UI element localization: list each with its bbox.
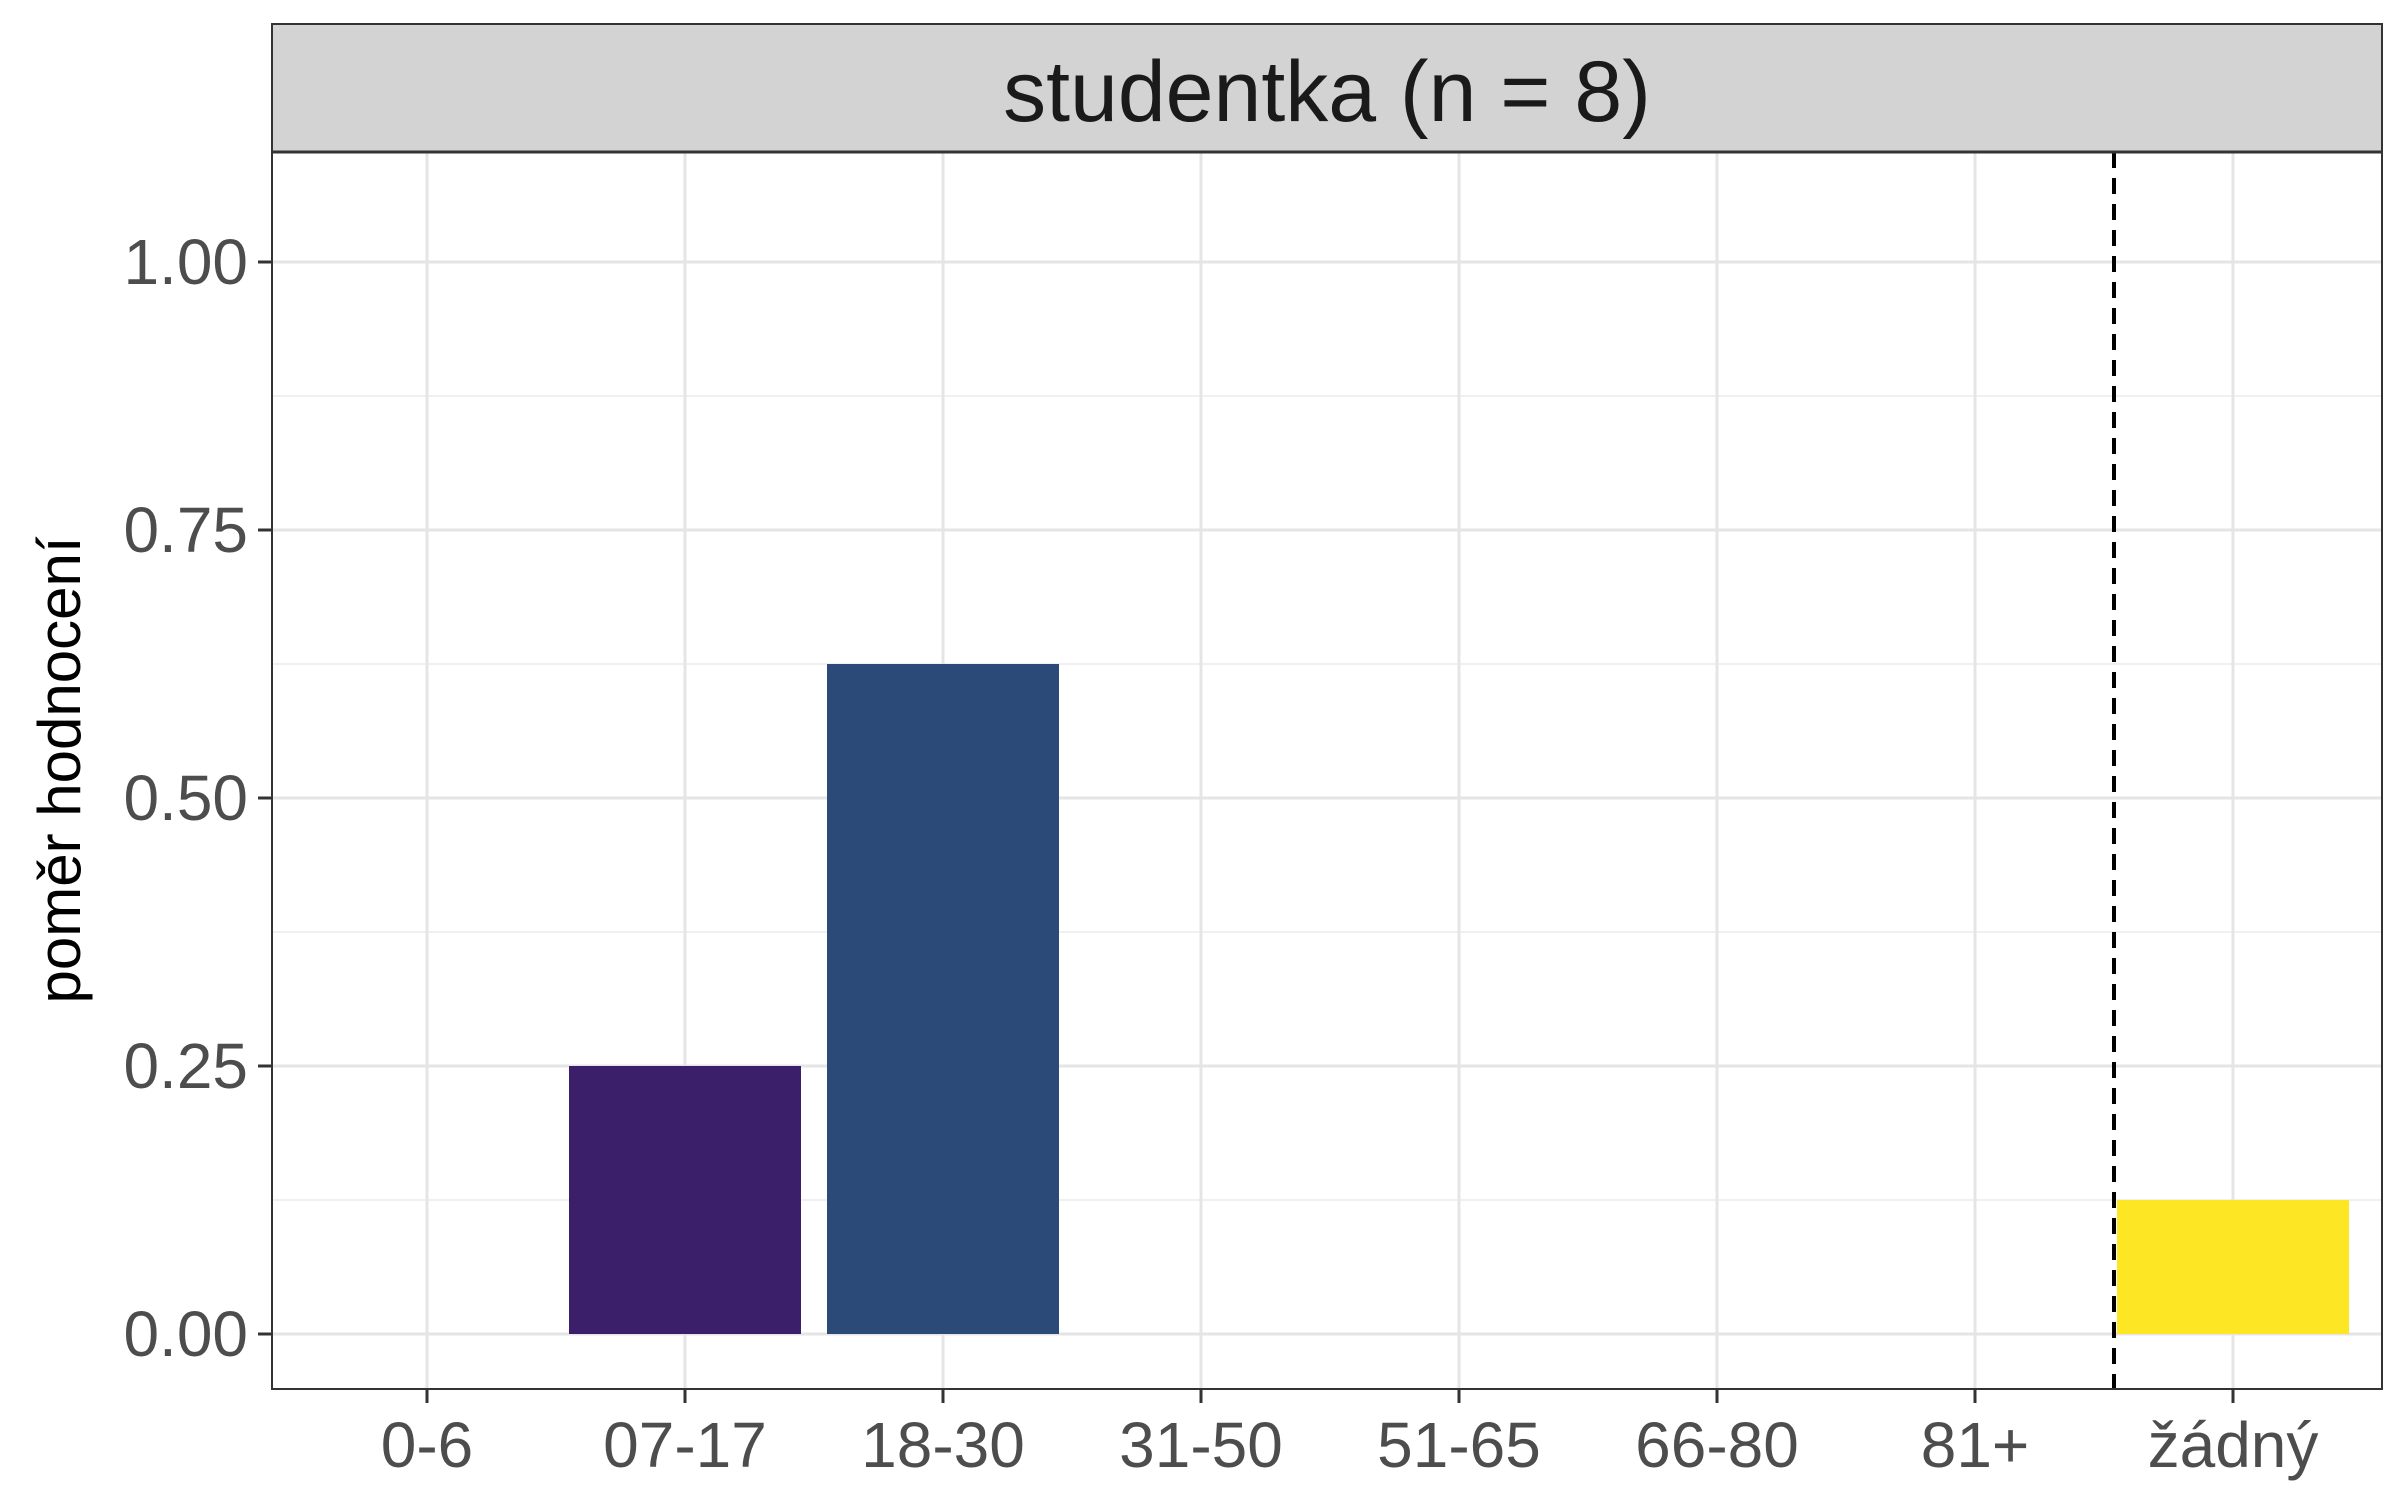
x-tick-label: 51-65 [1377,1409,1541,1481]
facet-strip [271,23,2383,153]
y-tick-label: 0.00 [123,1298,248,1370]
x-tick-label: žádný [2148,1409,2319,1481]
x-tick-label: 07-17 [603,1409,767,1481]
y-tick-label: 0.25 [123,1030,248,1102]
chart-title: studentka (n = 8) [1003,44,1651,140]
y-tick-label: 1.00 [123,226,248,298]
x-tick-label: 18-30 [861,1409,1025,1481]
x-tick-label: 66-80 [1635,1409,1799,1481]
x-tick-label: 0-6 [381,1409,474,1481]
bars [569,664,2349,1334]
x-tick-label: 31-50 [1119,1409,1283,1481]
y-axis-label: poměr hodnocení [26,536,93,1003]
bar-07-17 [569,1066,801,1334]
bar-žádný [2117,1200,2349,1334]
x-axis: 0-6 07-17 18-30 31-50 51-65 66-80 81+ žádný [381,1389,2319,1481]
y-tick-label: 0.50 [123,762,248,834]
y-axis: 0.00 0.25 0.50 0.75 1.00 [123,226,272,1370]
bar-18-30 [827,664,1059,1334]
y-tick-label: 0.75 [123,494,248,566]
x-tick-label: 81+ [1921,1409,2030,1481]
